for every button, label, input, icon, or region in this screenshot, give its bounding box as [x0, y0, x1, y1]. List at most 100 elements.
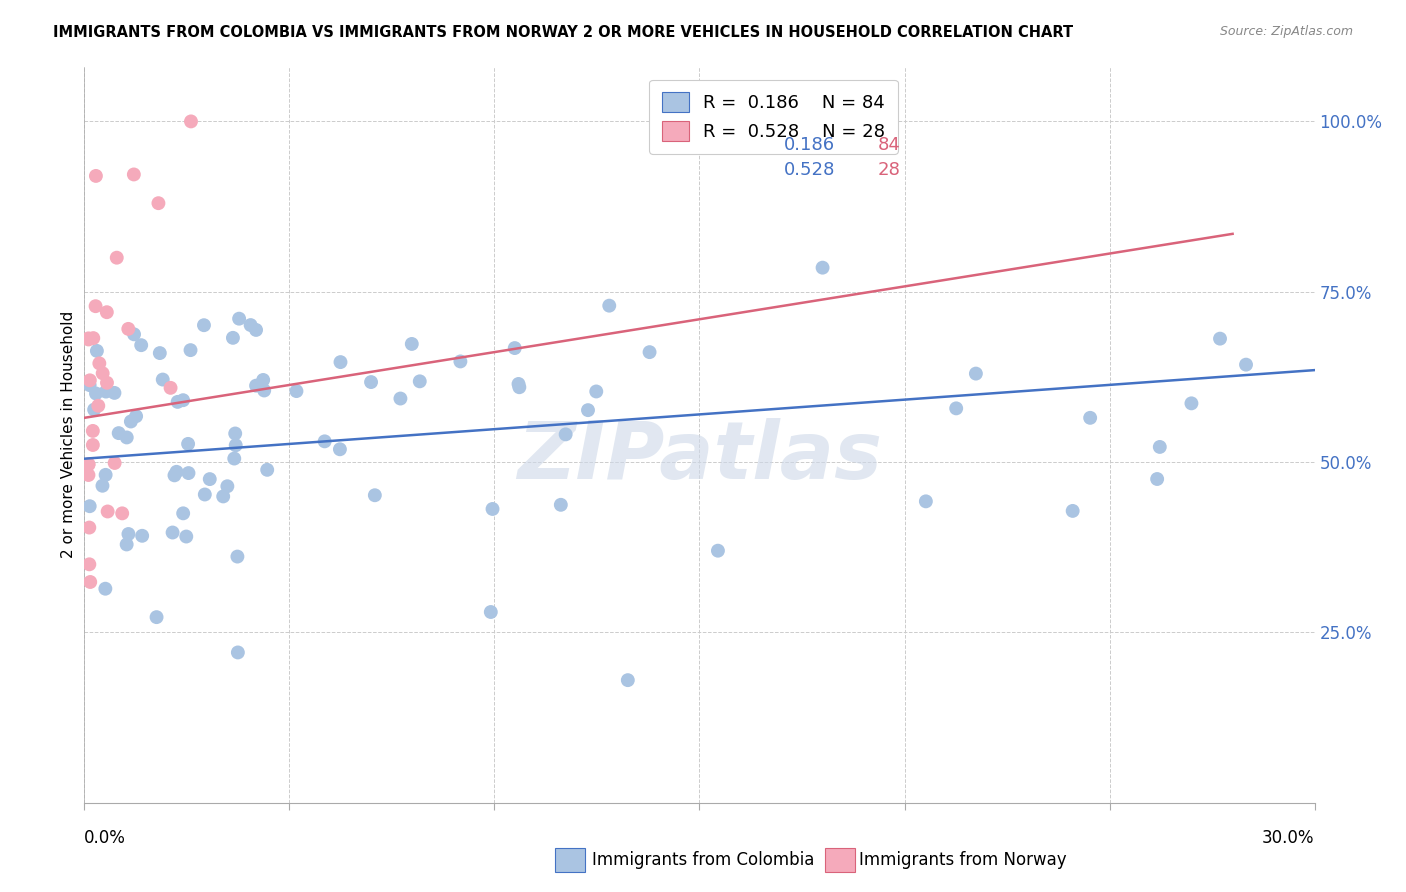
Point — [79, 499, 101, 513]
Point — [107, 426, 129, 441]
Point — [508, 380, 530, 394]
Point — [217, 479, 239, 493]
Point — [152, 373, 174, 387]
Point — [84, 299, 107, 313]
Point — [111, 507, 134, 521]
Point — [225, 438, 247, 452]
Point — [89, 356, 111, 370]
Point — [617, 673, 640, 688]
Point — [256, 463, 278, 477]
Point — [198, 472, 221, 486]
Point — [1078, 410, 1101, 425]
Point — [409, 375, 432, 389]
Text: ZIPatlas: ZIPatlas — [517, 418, 882, 496]
Point — [194, 487, 217, 501]
Point — [449, 354, 471, 368]
Point — [91, 479, 114, 493]
Point — [79, 520, 101, 534]
Point — [180, 343, 202, 358]
Text: IMMIGRANTS FROM COLOMBIA VS IMMIGRANTS FROM NORWAY 2 OR MORE VEHICLES IN HOUSEHO: IMMIGRANTS FROM COLOMBIA VS IMMIGRANTS F… — [53, 25, 1074, 40]
Point — [159, 381, 181, 395]
Point — [84, 169, 107, 183]
Point — [180, 114, 202, 128]
Point — [707, 543, 730, 558]
Point — [550, 498, 572, 512]
Point — [228, 311, 250, 326]
Point — [84, 386, 107, 401]
Text: 0.0%: 0.0% — [84, 829, 127, 847]
Point — [79, 373, 101, 387]
Point — [149, 346, 172, 360]
Point — [94, 467, 117, 482]
Point — [811, 260, 834, 275]
Point — [77, 468, 100, 483]
Point — [360, 375, 382, 389]
Point — [162, 525, 184, 540]
Point — [314, 434, 336, 449]
Point — [222, 331, 245, 345]
Point — [638, 345, 661, 359]
Point — [82, 438, 104, 452]
Point — [96, 376, 118, 390]
Text: Immigrants from Norway: Immigrants from Norway — [859, 851, 1067, 869]
Text: 0.186: 0.186 — [783, 136, 835, 153]
Point — [224, 451, 246, 466]
Point — [79, 378, 101, 392]
Point — [1234, 358, 1257, 372]
Legend: R =  0.186    N = 84, R =  0.528    N = 28: R = 0.186 N = 84, R = 0.528 N = 28 — [650, 79, 897, 153]
Point — [83, 402, 105, 417]
Point — [166, 395, 188, 409]
Point — [479, 605, 502, 619]
Point — [94, 582, 117, 596]
Point — [79, 558, 101, 572]
Point — [239, 318, 262, 332]
Point — [131, 529, 153, 543]
Point — [79, 574, 101, 589]
Point — [174, 529, 197, 543]
Point — [1146, 472, 1168, 486]
Point — [329, 355, 352, 369]
Text: 0.528: 0.528 — [783, 161, 835, 179]
Point — [103, 385, 125, 400]
Point — [945, 401, 967, 416]
Point — [226, 549, 249, 564]
Point — [122, 168, 145, 182]
Point — [87, 399, 110, 413]
Point — [97, 504, 120, 518]
Point — [163, 468, 186, 483]
Text: Immigrants from Colombia: Immigrants from Colombia — [592, 851, 814, 869]
Point — [1209, 332, 1232, 346]
Point — [148, 196, 170, 211]
Point — [172, 506, 194, 520]
Point — [91, 367, 114, 381]
Point — [1180, 396, 1202, 410]
Point — [224, 426, 246, 441]
Point — [104, 456, 127, 470]
Point — [212, 490, 235, 504]
Point — [389, 392, 412, 406]
Text: Source: ZipAtlas.com: Source: ZipAtlas.com — [1219, 25, 1353, 38]
Point — [177, 437, 200, 451]
Point — [576, 403, 599, 417]
Text: 30.0%: 30.0% — [1263, 829, 1315, 847]
Point — [166, 465, 188, 479]
Point — [117, 322, 139, 336]
Point — [226, 645, 249, 659]
Point — [329, 442, 352, 457]
Point — [145, 610, 167, 624]
Point — [77, 458, 100, 472]
Point — [129, 338, 152, 352]
Point — [77, 333, 100, 347]
Point — [115, 537, 138, 551]
Point — [245, 323, 267, 337]
Point — [598, 299, 620, 313]
Point — [105, 251, 128, 265]
Y-axis label: 2 or more Vehicles in Household: 2 or more Vehicles in Household — [60, 311, 76, 558]
Point — [1149, 440, 1171, 454]
Point — [508, 376, 530, 391]
Point — [120, 415, 142, 429]
Point — [1062, 504, 1084, 518]
Point — [94, 384, 117, 399]
Point — [253, 384, 276, 398]
Point — [82, 331, 104, 345]
